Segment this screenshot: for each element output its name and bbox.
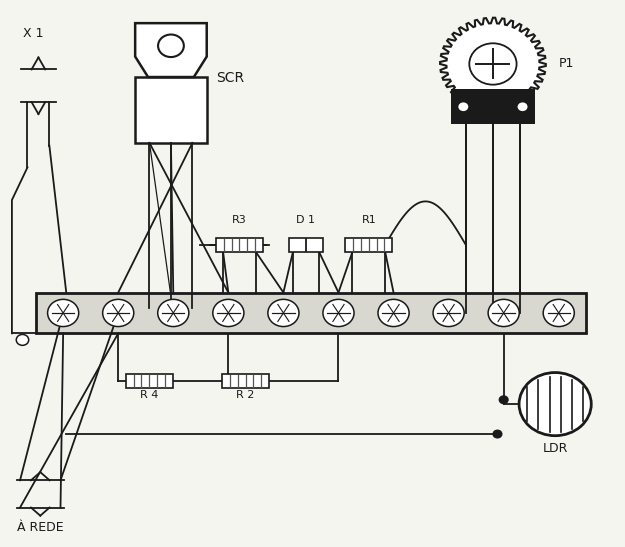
Text: SCR: SCR — [216, 71, 244, 85]
Polygon shape — [440, 18, 546, 110]
Text: R3: R3 — [232, 215, 247, 225]
Circle shape — [48, 299, 79, 327]
Text: R1: R1 — [361, 215, 376, 225]
Bar — [126, 374, 173, 388]
Circle shape — [469, 43, 517, 85]
Text: R 4: R 4 — [140, 389, 158, 399]
Circle shape — [518, 102, 528, 111]
Bar — [135, 77, 207, 143]
Circle shape — [16, 334, 29, 345]
Circle shape — [158, 299, 189, 327]
Bar — [36, 293, 586, 333]
Circle shape — [488, 299, 519, 327]
Circle shape — [433, 299, 464, 327]
Text: LDR: LDR — [542, 442, 568, 455]
Bar — [289, 238, 323, 252]
Bar — [451, 89, 535, 124]
Circle shape — [493, 430, 502, 438]
Bar — [222, 374, 269, 388]
Circle shape — [378, 299, 409, 327]
Bar — [346, 238, 392, 252]
Circle shape — [499, 396, 508, 404]
Circle shape — [543, 299, 574, 327]
Text: P1: P1 — [558, 57, 574, 71]
Circle shape — [158, 34, 184, 57]
Circle shape — [268, 299, 299, 327]
Circle shape — [323, 299, 354, 327]
Bar — [216, 238, 262, 252]
Text: D 1: D 1 — [296, 215, 316, 225]
Circle shape — [213, 299, 244, 327]
Polygon shape — [135, 23, 207, 77]
Circle shape — [458, 102, 468, 111]
Text: X 1: X 1 — [23, 27, 44, 40]
Text: R 2: R 2 — [236, 389, 255, 399]
Text: À REDE: À REDE — [17, 521, 64, 534]
Circle shape — [102, 299, 134, 327]
Circle shape — [519, 373, 591, 435]
